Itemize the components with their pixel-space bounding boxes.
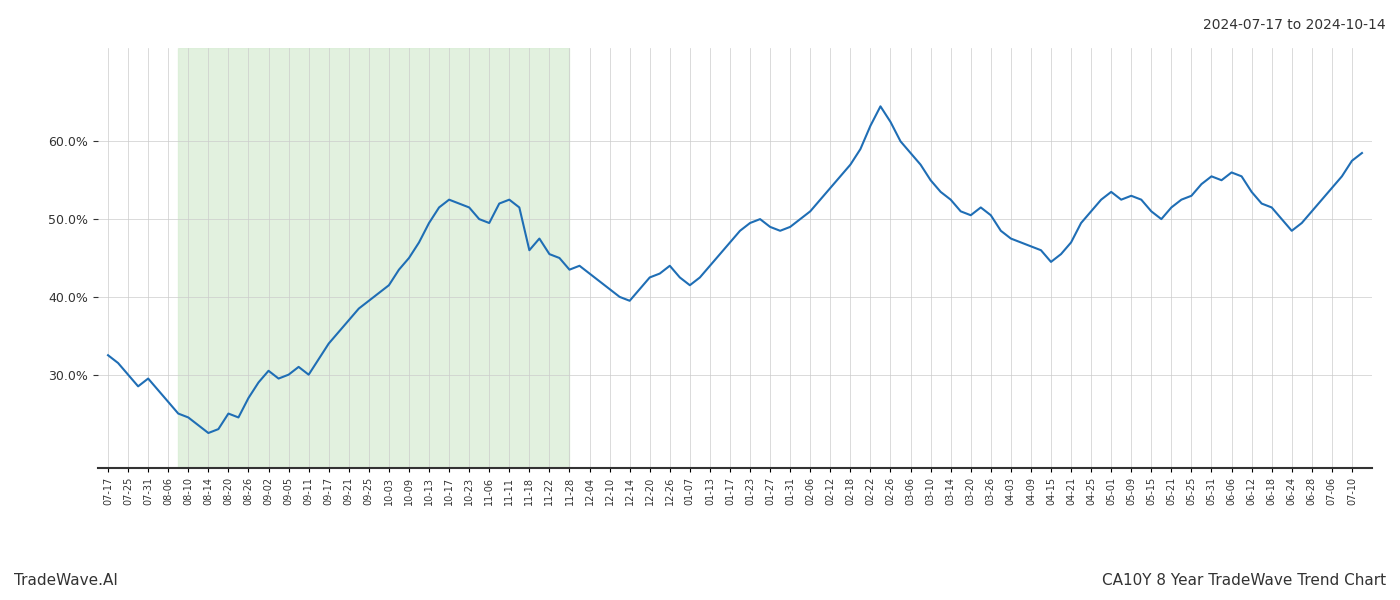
- Text: TradeWave.AI: TradeWave.AI: [14, 573, 118, 588]
- Text: 2024-07-17 to 2024-10-14: 2024-07-17 to 2024-10-14: [1204, 18, 1386, 32]
- Text: CA10Y 8 Year TradeWave Trend Chart: CA10Y 8 Year TradeWave Trend Chart: [1102, 573, 1386, 588]
- Bar: [178, 48, 570, 468]
